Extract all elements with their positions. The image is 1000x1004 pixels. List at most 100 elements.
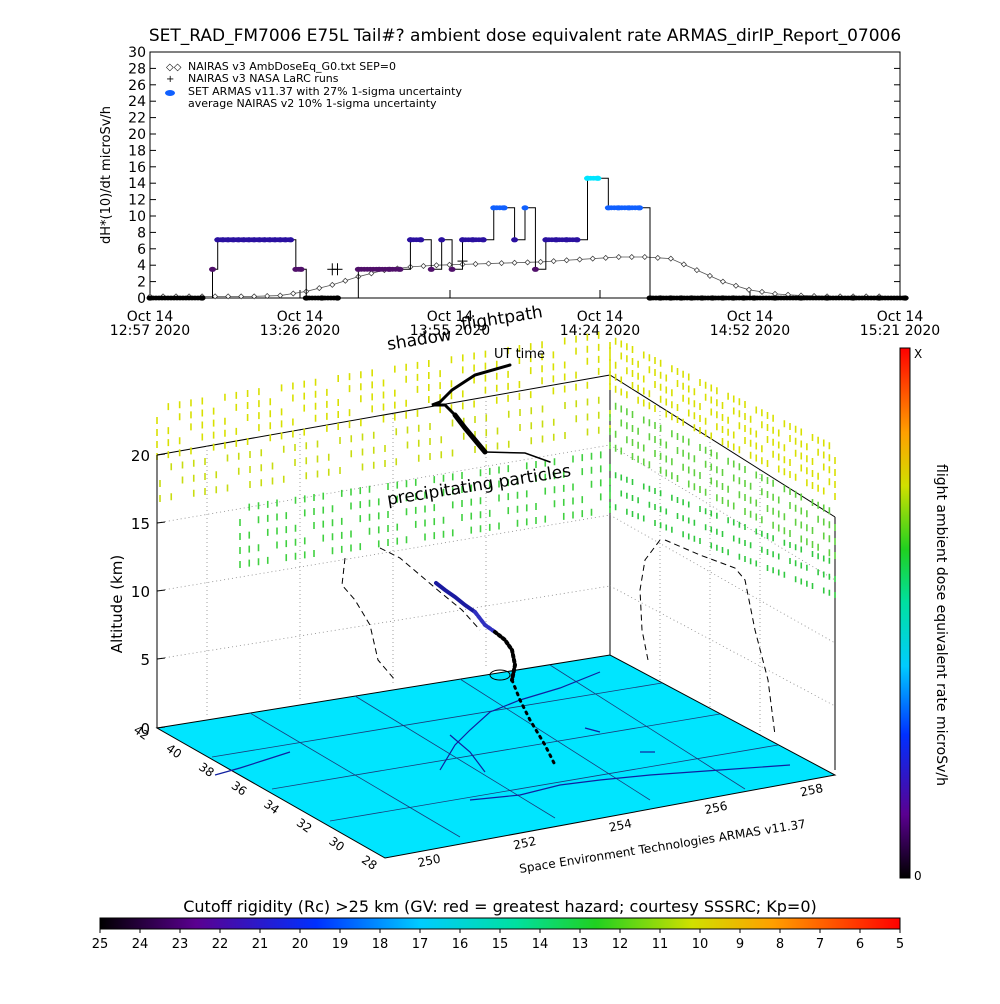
nairas-point <box>563 257 570 264</box>
armas-point <box>511 237 519 243</box>
shadow-paths <box>341 539 776 736</box>
colorbar-tick-label: 22 <box>212 937 229 952</box>
xtick-label-date: Oct 14 <box>127 309 174 325</box>
nairas-point <box>290 290 297 297</box>
altitude-tick <box>156 726 166 729</box>
armas-point <box>594 175 602 181</box>
legend-entry-0: NAIRAS v3 AmbDoseEq_G0.txt SEP=0 <box>188 60 396 73</box>
three-d-panel: shadow flightpath UT time precipitating … <box>108 302 837 876</box>
nairas-point <box>654 254 661 261</box>
nairas-point <box>433 262 440 269</box>
xtick-label-time: 13:55 2020 <box>410 323 490 339</box>
longitude-tick-label: 252 <box>512 834 537 852</box>
ytick-label: 28 <box>128 61 146 77</box>
latitude-tick-label: 40 <box>164 741 185 761</box>
legend-symbol-plus: + <box>166 74 174 85</box>
legend-entry-3: average NAIRAS v2 10% 1-sigma uncertaint… <box>188 97 437 110</box>
colorbar-tick-label: 7 <box>816 937 824 952</box>
nairas-point <box>550 258 557 265</box>
precipitating-particles-label: precipitating particles <box>386 461 573 510</box>
colorbar-tick-label: 20 <box>292 937 309 952</box>
nairas-point <box>316 285 323 292</box>
altitude-tick-label: 0 <box>140 720 150 738</box>
latitude-tick-label: 34 <box>261 797 282 817</box>
colorbar-tick-label: 19 <box>332 937 349 952</box>
legend-symbol-dot <box>165 90 175 96</box>
colorbar-tick-label: 17 <box>412 937 429 952</box>
ytick-label: 30 <box>128 45 146 61</box>
floor-map-outlines <box>214 671 791 801</box>
armas-point <box>334 295 341 301</box>
colorbar-tick-label: 21 <box>252 937 269 952</box>
nairas-point <box>342 277 349 284</box>
ytick-label: 10 <box>128 209 146 225</box>
latitude-tick-label: 28 <box>359 853 380 873</box>
latitude-tick-label: 36 <box>229 778 250 798</box>
flightpath-label: flightpath <box>460 302 544 335</box>
nairas-point <box>277 292 284 299</box>
nairas-point <box>576 256 583 263</box>
altitude-tick-label: 20 <box>131 447 150 465</box>
colorbar-tick-label: 24 <box>132 937 149 952</box>
colorbar-tick-label: 16 <box>452 937 469 952</box>
colorbar-tick-label: 25 <box>92 937 109 952</box>
nairas-point <box>745 286 752 293</box>
altitude-tick <box>156 657 166 660</box>
nairas-point <box>719 278 726 285</box>
altitude-tick-label: 5 <box>140 651 150 669</box>
colorbar-tick-label: 11 <box>652 937 669 952</box>
ytick-label: 16 <box>128 160 146 176</box>
xtick-label-time: 14:52 2020 <box>710 323 790 339</box>
nairas-point <box>264 292 271 299</box>
nairas-point <box>511 259 518 266</box>
top-chart-ylabel: dH*(10)/dt microSv/h <box>99 106 114 244</box>
colorbar-tick-label: 13 <box>572 937 589 952</box>
nairas-series <box>147 254 883 300</box>
nasa-larc-points <box>327 255 468 276</box>
cutoff-rigidity-floor <box>155 654 837 859</box>
colorbar-tick-label: 9 <box>736 937 744 952</box>
top-chart-legend: ◇◇ NAIRAS v3 AmbDoseEq_G0.txt SEP=0 + NA… <box>165 60 462 110</box>
top-chart: dH*(10)/dt microSv/h 0246810121416182022… <box>99 45 940 339</box>
xtick-label-time: 14:24 2020 <box>560 323 640 339</box>
longitude-tick-label: 256 <box>703 799 728 817</box>
nairas-point <box>212 293 219 300</box>
ytick-label: 2 <box>137 275 146 291</box>
armas-point <box>479 237 487 243</box>
armas-point <box>198 295 206 301</box>
colorbar-tick-label: 5 <box>896 937 904 952</box>
colorbar-tick-label: 10 <box>692 937 709 952</box>
nairas-point <box>225 293 232 300</box>
longitude-ticks: 250 252 254 256 258 <box>417 781 825 870</box>
longitude-tick-label: 254 <box>608 816 633 834</box>
armas-series <box>146 175 909 301</box>
armas-point <box>297 266 305 272</box>
back-walls <box>156 374 836 770</box>
nairas-point <box>524 259 531 266</box>
ytick-label: 24 <box>128 94 146 110</box>
xtick-label-date: Oct 14 <box>877 309 924 325</box>
latitude-tick-label: 38 <box>196 760 217 780</box>
altitude-tick-label: 15 <box>131 515 150 533</box>
shadow-label: shadow <box>386 325 454 355</box>
ytick-label: 14 <box>128 176 146 192</box>
armas-point <box>287 237 295 243</box>
wall-grid <box>156 397 836 737</box>
ytick-label: 4 <box>137 258 146 274</box>
ytick-label: 8 <box>137 225 146 241</box>
right-colorbar: X 0 flight ambient dose equivalent rate … <box>899 347 949 883</box>
nairas-point <box>758 288 765 295</box>
colorbar-tick-label: 6 <box>856 937 864 952</box>
armas-point <box>396 266 404 272</box>
ytick-label: 6 <box>137 242 146 258</box>
altitude-tick-label: 10 <box>131 583 150 601</box>
bottom-colorbar-ticks: 25 24 23 22 21 20 19 18 17 16 15 14 13 12 11 10 9 8 7 6 5 <box>92 929 904 952</box>
nairas-point <box>706 272 713 279</box>
altitude-tick <box>156 521 166 524</box>
xtick-label-date: Oct 14 <box>727 309 774 325</box>
armas-point <box>500 205 508 211</box>
nairas-point <box>628 254 635 260</box>
armas-point <box>521 205 529 211</box>
